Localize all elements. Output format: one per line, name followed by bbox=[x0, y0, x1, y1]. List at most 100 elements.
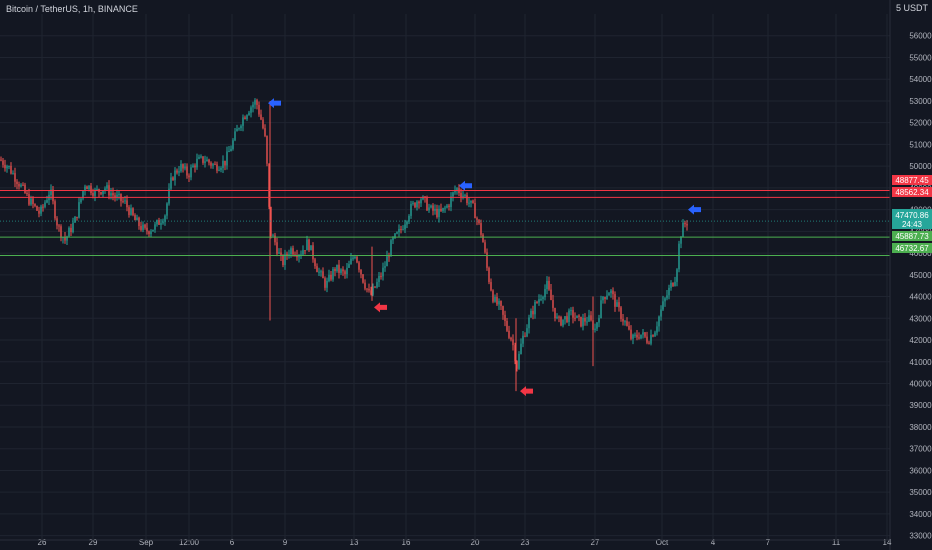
candle-body-down bbox=[644, 332, 646, 337]
candle-body-up bbox=[598, 318, 600, 323]
candle-body-up bbox=[40, 206, 42, 214]
candle-body-up bbox=[568, 310, 570, 322]
candle-body-up bbox=[452, 192, 454, 197]
candle-body-down bbox=[460, 193, 462, 198]
support-label: 45887.73 bbox=[895, 232, 929, 241]
candle-body-up bbox=[642, 332, 644, 335]
candle-body-down bbox=[558, 316, 560, 318]
candle-body-up bbox=[168, 188, 170, 204]
candle-body-down bbox=[280, 252, 282, 256]
candle-body-up bbox=[12, 173, 14, 175]
candle-body-down bbox=[182, 164, 184, 169]
candle-body-down bbox=[134, 215, 136, 221]
candle-body-down bbox=[488, 267, 490, 283]
candle-body-up bbox=[196, 158, 198, 168]
candle-body-down bbox=[38, 210, 40, 214]
candle-body-up bbox=[78, 202, 80, 218]
candle-body-down bbox=[476, 218, 478, 220]
candle-body-up bbox=[284, 253, 286, 266]
candle-body-up bbox=[212, 164, 214, 166]
candle-body-up bbox=[416, 201, 418, 208]
candle-body-down bbox=[208, 159, 210, 163]
candle-body-up bbox=[170, 177, 172, 189]
candle-body-up bbox=[446, 205, 448, 208]
candle-body-down bbox=[368, 288, 370, 291]
candle-body-up bbox=[606, 295, 608, 299]
support-label-bg bbox=[892, 243, 932, 253]
candle-body-up bbox=[434, 208, 436, 211]
candle-body-up bbox=[250, 107, 252, 113]
candle-body-down bbox=[510, 337, 512, 340]
candle-body-down bbox=[648, 342, 650, 344]
candle-body-up bbox=[50, 189, 52, 195]
candle-body-down bbox=[502, 306, 504, 315]
time-axis[interactable]: 26 29 Sep 12:00 6 9 13 16 20 23 27 Oct 4 7 11 14 bbox=[0, 538, 892, 547]
candle-body-up bbox=[464, 195, 466, 197]
candle-body-up bbox=[222, 160, 224, 169]
candle-body-down bbox=[260, 114, 262, 120]
price-tick-label: 52000.00 bbox=[909, 119, 932, 128]
price-tick-label: 53000.00 bbox=[909, 97, 932, 106]
price-tick-label: 54000.00 bbox=[909, 75, 932, 84]
candle-body-down bbox=[358, 262, 360, 270]
candle-body-up bbox=[226, 151, 228, 166]
candle-body-down bbox=[86, 186, 88, 190]
candle-body-down bbox=[324, 278, 326, 288]
candle-body-down bbox=[614, 294, 616, 307]
candle-body-up bbox=[8, 165, 10, 167]
candle-body-up bbox=[562, 319, 564, 326]
candle-body-up bbox=[450, 196, 452, 208]
blue-arrow-marker bbox=[268, 98, 281, 109]
candle-body-up bbox=[386, 256, 388, 267]
time-tick-label: 13 bbox=[350, 538, 359, 547]
price-tick-label: 50000.00 bbox=[909, 162, 932, 171]
candle-body-down bbox=[14, 173, 16, 182]
candle-body-down bbox=[128, 207, 130, 215]
blue-arrow-marker bbox=[459, 180, 472, 191]
arrow-markers bbox=[268, 98, 701, 397]
candle-body-up bbox=[600, 300, 602, 319]
candle-body-down bbox=[484, 242, 486, 253]
candles bbox=[0, 98, 688, 392]
candle-body-up bbox=[588, 315, 590, 322]
support-label-bg bbox=[892, 231, 932, 241]
price-tick-label: 34000.00 bbox=[909, 510, 932, 519]
candle-body-up bbox=[96, 189, 98, 191]
candle-body-down bbox=[560, 316, 562, 326]
candle-body-up bbox=[88, 185, 90, 190]
candle-body-down bbox=[338, 264, 340, 273]
candle-body-down bbox=[126, 200, 128, 208]
candle-body-up bbox=[326, 280, 328, 288]
symbol-title[interactable]: Bitcoin / TetherUS, 1h, BINANCE bbox=[6, 4, 138, 14]
candle-body-up bbox=[456, 188, 458, 191]
candle-body-up bbox=[390, 240, 392, 257]
currency-label[interactable]: 5 USDT bbox=[896, 3, 928, 13]
candle-body-down bbox=[524, 335, 526, 337]
candle-body-up bbox=[106, 185, 108, 189]
candle-body-up bbox=[602, 296, 604, 301]
candle-body-up bbox=[392, 237, 394, 241]
candle-body-up bbox=[610, 290, 612, 294]
candle-body-down bbox=[262, 119, 264, 129]
candle-body-down bbox=[256, 100, 258, 105]
candle-body-down bbox=[620, 307, 622, 319]
candle-body-up bbox=[538, 299, 540, 303]
candle-body-down bbox=[628, 325, 630, 330]
candle-body-down bbox=[322, 271, 324, 279]
time-tick-label: 23 bbox=[521, 538, 530, 547]
candle-body-up bbox=[378, 276, 380, 283]
candle-body-down bbox=[370, 290, 372, 295]
candle-body-up bbox=[682, 222, 684, 237]
candle-body-up bbox=[20, 184, 22, 187]
candle-body-up bbox=[94, 189, 96, 196]
candle-body-up bbox=[420, 199, 422, 204]
candle-body-up bbox=[634, 334, 636, 336]
candle-body-down bbox=[36, 205, 38, 211]
candle-body-up bbox=[278, 252, 280, 254]
candle-body-down bbox=[480, 223, 482, 235]
candle-body-up bbox=[320, 271, 322, 273]
candle-body-up bbox=[102, 190, 104, 195]
candle-body-down bbox=[388, 256, 390, 258]
